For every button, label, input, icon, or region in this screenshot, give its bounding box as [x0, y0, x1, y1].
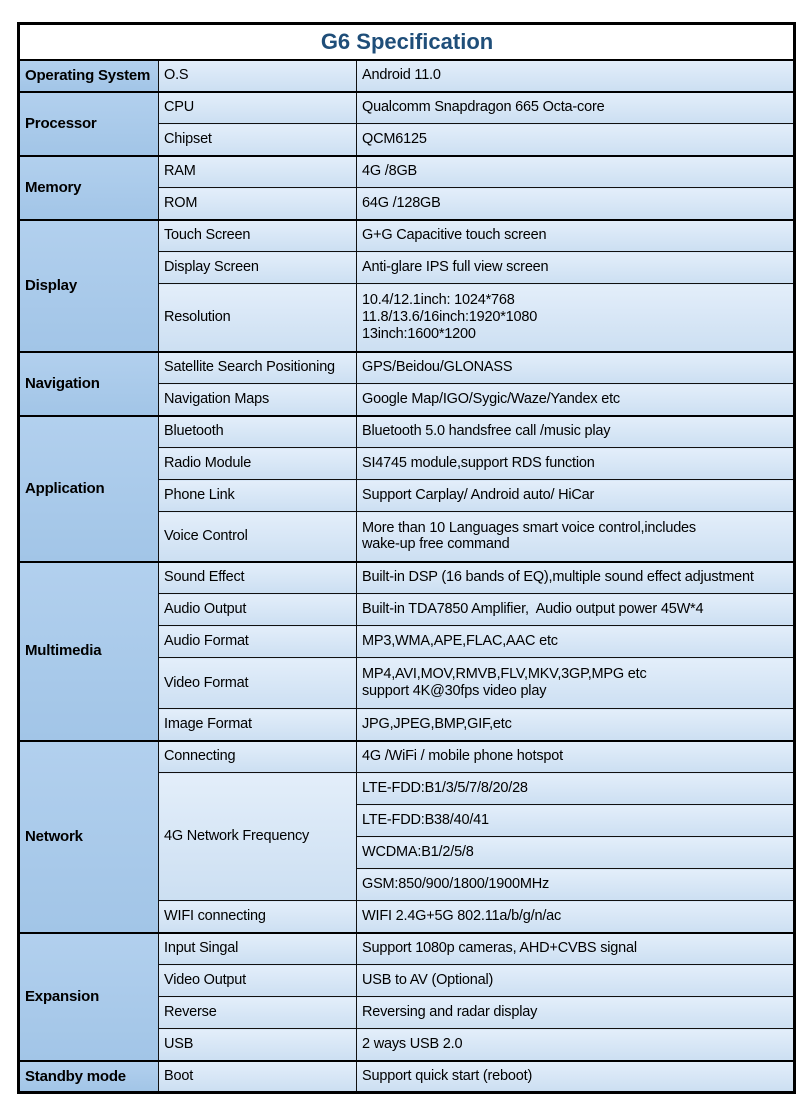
spec-value-cell: Built-in DSP (16 bands of EQ),multiple s… — [355, 560, 796, 594]
spec-value-cell: 4G /WiFi / mobile phone hotspot — [355, 739, 796, 773]
table-row: Display Touch Screen G+G Capacitive touc… — [18, 218, 796, 352]
spec-value-cell: 64G /128GB — [355, 187, 796, 220]
table-row: ROM 64G /128GB — [19, 187, 796, 220]
table-row: Image Format JPG,JPEG,BMP,GIF,etc — [19, 708, 796, 741]
spec-label-cell: O.S — [158, 58, 357, 92]
spec-label-cell: Radio Module — [158, 447, 357, 480]
spec-label-cell: Input Singal — [158, 931, 357, 965]
spec-value-cell: Support quick start (reboot) — [355, 1059, 796, 1093]
spec-value-cell: 4G /8GB — [355, 154, 796, 188]
spec-value-cell: SI4745 module,support RDS function — [355, 447, 796, 480]
spec-value-cell: JPG,JPEG,BMP,GIF,etc — [355, 708, 796, 741]
spec-label-cell: Phone Link — [158, 479, 357, 512]
spec-label-cell: RAM — [158, 154, 357, 188]
table-row: WIFI connecting WIFI 2.4G+5G 802.11a/b/g… — [19, 900, 796, 933]
table-row: 4G Network Frequency LTE-FDD:B1/3/5/7/8/… — [19, 772, 796, 901]
table-row: Navigation Maps Google Map/IGO/Sygic/Waz… — [19, 383, 796, 416]
spec-value-cell: More than 10 Languages smart voice contr… — [355, 511, 796, 562]
spec-value-cell: LTE-FDD:B38/40/41 — [355, 804, 796, 837]
spec-label-cell: Display Screen — [158, 251, 357, 284]
table-row: Voice Control More than 10 Languages sma… — [19, 511, 796, 562]
table-row: Video Output USB to AV (Optional) — [19, 964, 796, 997]
table-row: Network Connecting 4G /WiFi / mobile pho… — [18, 739, 796, 933]
page-title: G6 Specification — [17, 23, 796, 61]
spec-label-cell: Boot — [158, 1059, 357, 1093]
table-row: Chipset QCM6125 — [19, 123, 796, 156]
table-row: Multimedia Sound Effect Built-in DSP (16… — [18, 560, 796, 741]
spec-label-cell: Satellite Search Positioning — [158, 350, 357, 384]
spec-label-cell: CPU — [158, 90, 357, 124]
table-row: Operating System O.S Android 11.0 — [18, 58, 796, 92]
spec-value-cell: Support 1080p cameras, AHD+CVBS signal — [355, 931, 796, 965]
category-processor: Processor — [18, 90, 159, 156]
spec-value-cell: QCM6125 — [355, 123, 796, 156]
table-row: Expansion Input Singal Support 1080p cam… — [18, 931, 796, 1061]
category-expansion: Expansion — [18, 931, 159, 1061]
table-row: Audio Output Built-in TDA7850 Amplifier,… — [19, 593, 796, 626]
spec-label-cell: Image Format — [158, 708, 357, 741]
spec-value-cell: Reversing and radar display — [355, 996, 796, 1029]
category-operating-system: Operating System — [18, 58, 159, 92]
spec-label-cell: Video Output — [158, 964, 357, 997]
spec-value-cell: Android 11.0 — [355, 58, 796, 92]
spec-label-cell: Navigation Maps — [158, 383, 357, 416]
category-navigation: Navigation — [18, 350, 159, 416]
spec-value-cell: Support Carplay/ Android auto/ HiCar — [355, 479, 796, 512]
spec-label-cell: Chipset — [158, 123, 357, 156]
spec-label-cell: Resolution — [158, 283, 357, 352]
specification-table: G6 Specification Operating System O.S An… — [17, 22, 797, 1094]
category-display: Display — [18, 218, 159, 352]
category-multimedia: Multimedia — [18, 560, 159, 741]
category-network: Network — [18, 739, 159, 933]
table-row: Reverse Reversing and radar display — [19, 996, 796, 1029]
spec-label-cell: USB — [158, 1028, 357, 1061]
spec-label-cell: Audio Format — [158, 625, 357, 658]
spec-label-cell: Touch Screen — [158, 218, 357, 252]
spec-label-cell: WIFI connecting — [158, 900, 357, 933]
spec-value-cell: WCDMA:B1/2/5/8 — [355, 836, 796, 869]
category-memory: Memory — [18, 154, 159, 220]
table-row: USB 2 ways USB 2.0 — [19, 1028, 796, 1061]
spec-value-cell: GPS/Beidou/GLONASS — [355, 350, 796, 384]
spec-value-cell: Google Map/IGO/Sygic/Waze/Yandex etc — [355, 383, 796, 416]
spec-value-cell: GSM:850/900/1800/1900MHz — [355, 868, 796, 901]
spec-label-cell: 4G Network Frequency — [158, 772, 357, 901]
table-row: Resolution 10.4/12.1inch: 1024*768 11.8/… — [19, 283, 796, 352]
spec-value-cell: LTE-FDD:B1/3/5/7/8/20/28 — [355, 772, 796, 805]
category-application: Application — [18, 414, 159, 562]
table-row: Memory RAM 4G /8GB — [18, 154, 796, 220]
spec-value-cell: Built-in TDA7850 Amplifier, Audio output… — [355, 593, 796, 626]
table-row: GSM:850/900/1800/1900MHz — [19, 868, 796, 901]
spec-label-cell: Voice Control — [158, 511, 357, 562]
spec-value-cell: Anti-glare IPS full view screen — [355, 251, 796, 284]
spec-value-cell: 2 ways USB 2.0 — [355, 1028, 796, 1061]
spec-value-cell: MP3,WMA,APE,FLAC,AAC etc — [355, 625, 796, 658]
table-row: Navigation Satellite Search Positioning … — [18, 350, 796, 416]
spec-label-cell: Bluetooth — [158, 414, 357, 448]
spec-value-cell: Bluetooth 5.0 handsfree call /music play — [355, 414, 796, 448]
table-row: LTE-FDD:B38/40/41 — [19, 804, 796, 837]
spec-value-cell: USB to AV (Optional) — [355, 964, 796, 997]
table-row: Application Bluetooth Bluetooth 5.0 hand… — [18, 414, 796, 562]
table-row: Standby mode Boot Support quick start (r… — [18, 1059, 796, 1093]
table-row: WCDMA:B1/2/5/8 — [19, 836, 796, 869]
spec-value-cell: MP4,AVI,MOV,RMVB,FLV,MKV,3GP,MPG etc sup… — [355, 657, 796, 709]
spec-label-cell: Connecting — [158, 739, 357, 773]
spec-value-cell: Qualcomm Snapdragon 665 Octa-core — [355, 90, 796, 124]
spec-label-cell: ROM — [158, 187, 357, 220]
table-row: Phone Link Support Carplay/ Android auto… — [19, 479, 796, 512]
spec-label-cell: Video Format — [158, 657, 357, 709]
category-standby-mode: Standby mode — [18, 1059, 159, 1093]
table-row: Processor CPU Qualcomm Snapdragon 665 Oc… — [18, 90, 796, 156]
spec-value-cell: 10.4/12.1inch: 1024*768 11.8/13.6/16inch… — [355, 283, 796, 352]
spec-label-cell: Sound Effect — [158, 560, 357, 594]
spec-label-cell: Reverse — [158, 996, 357, 1029]
table-row: Audio Format MP3,WMA,APE,FLAC,AAC etc — [19, 625, 796, 658]
spec-value-cell: G+G Capacitive touch screen — [355, 218, 796, 252]
spec-label-cell: Audio Output — [158, 593, 357, 626]
title-row: G6 Specification — [17, 23, 796, 61]
spec-value-cell: WIFI 2.4G+5G 802.11a/b/g/n/ac — [355, 900, 796, 933]
